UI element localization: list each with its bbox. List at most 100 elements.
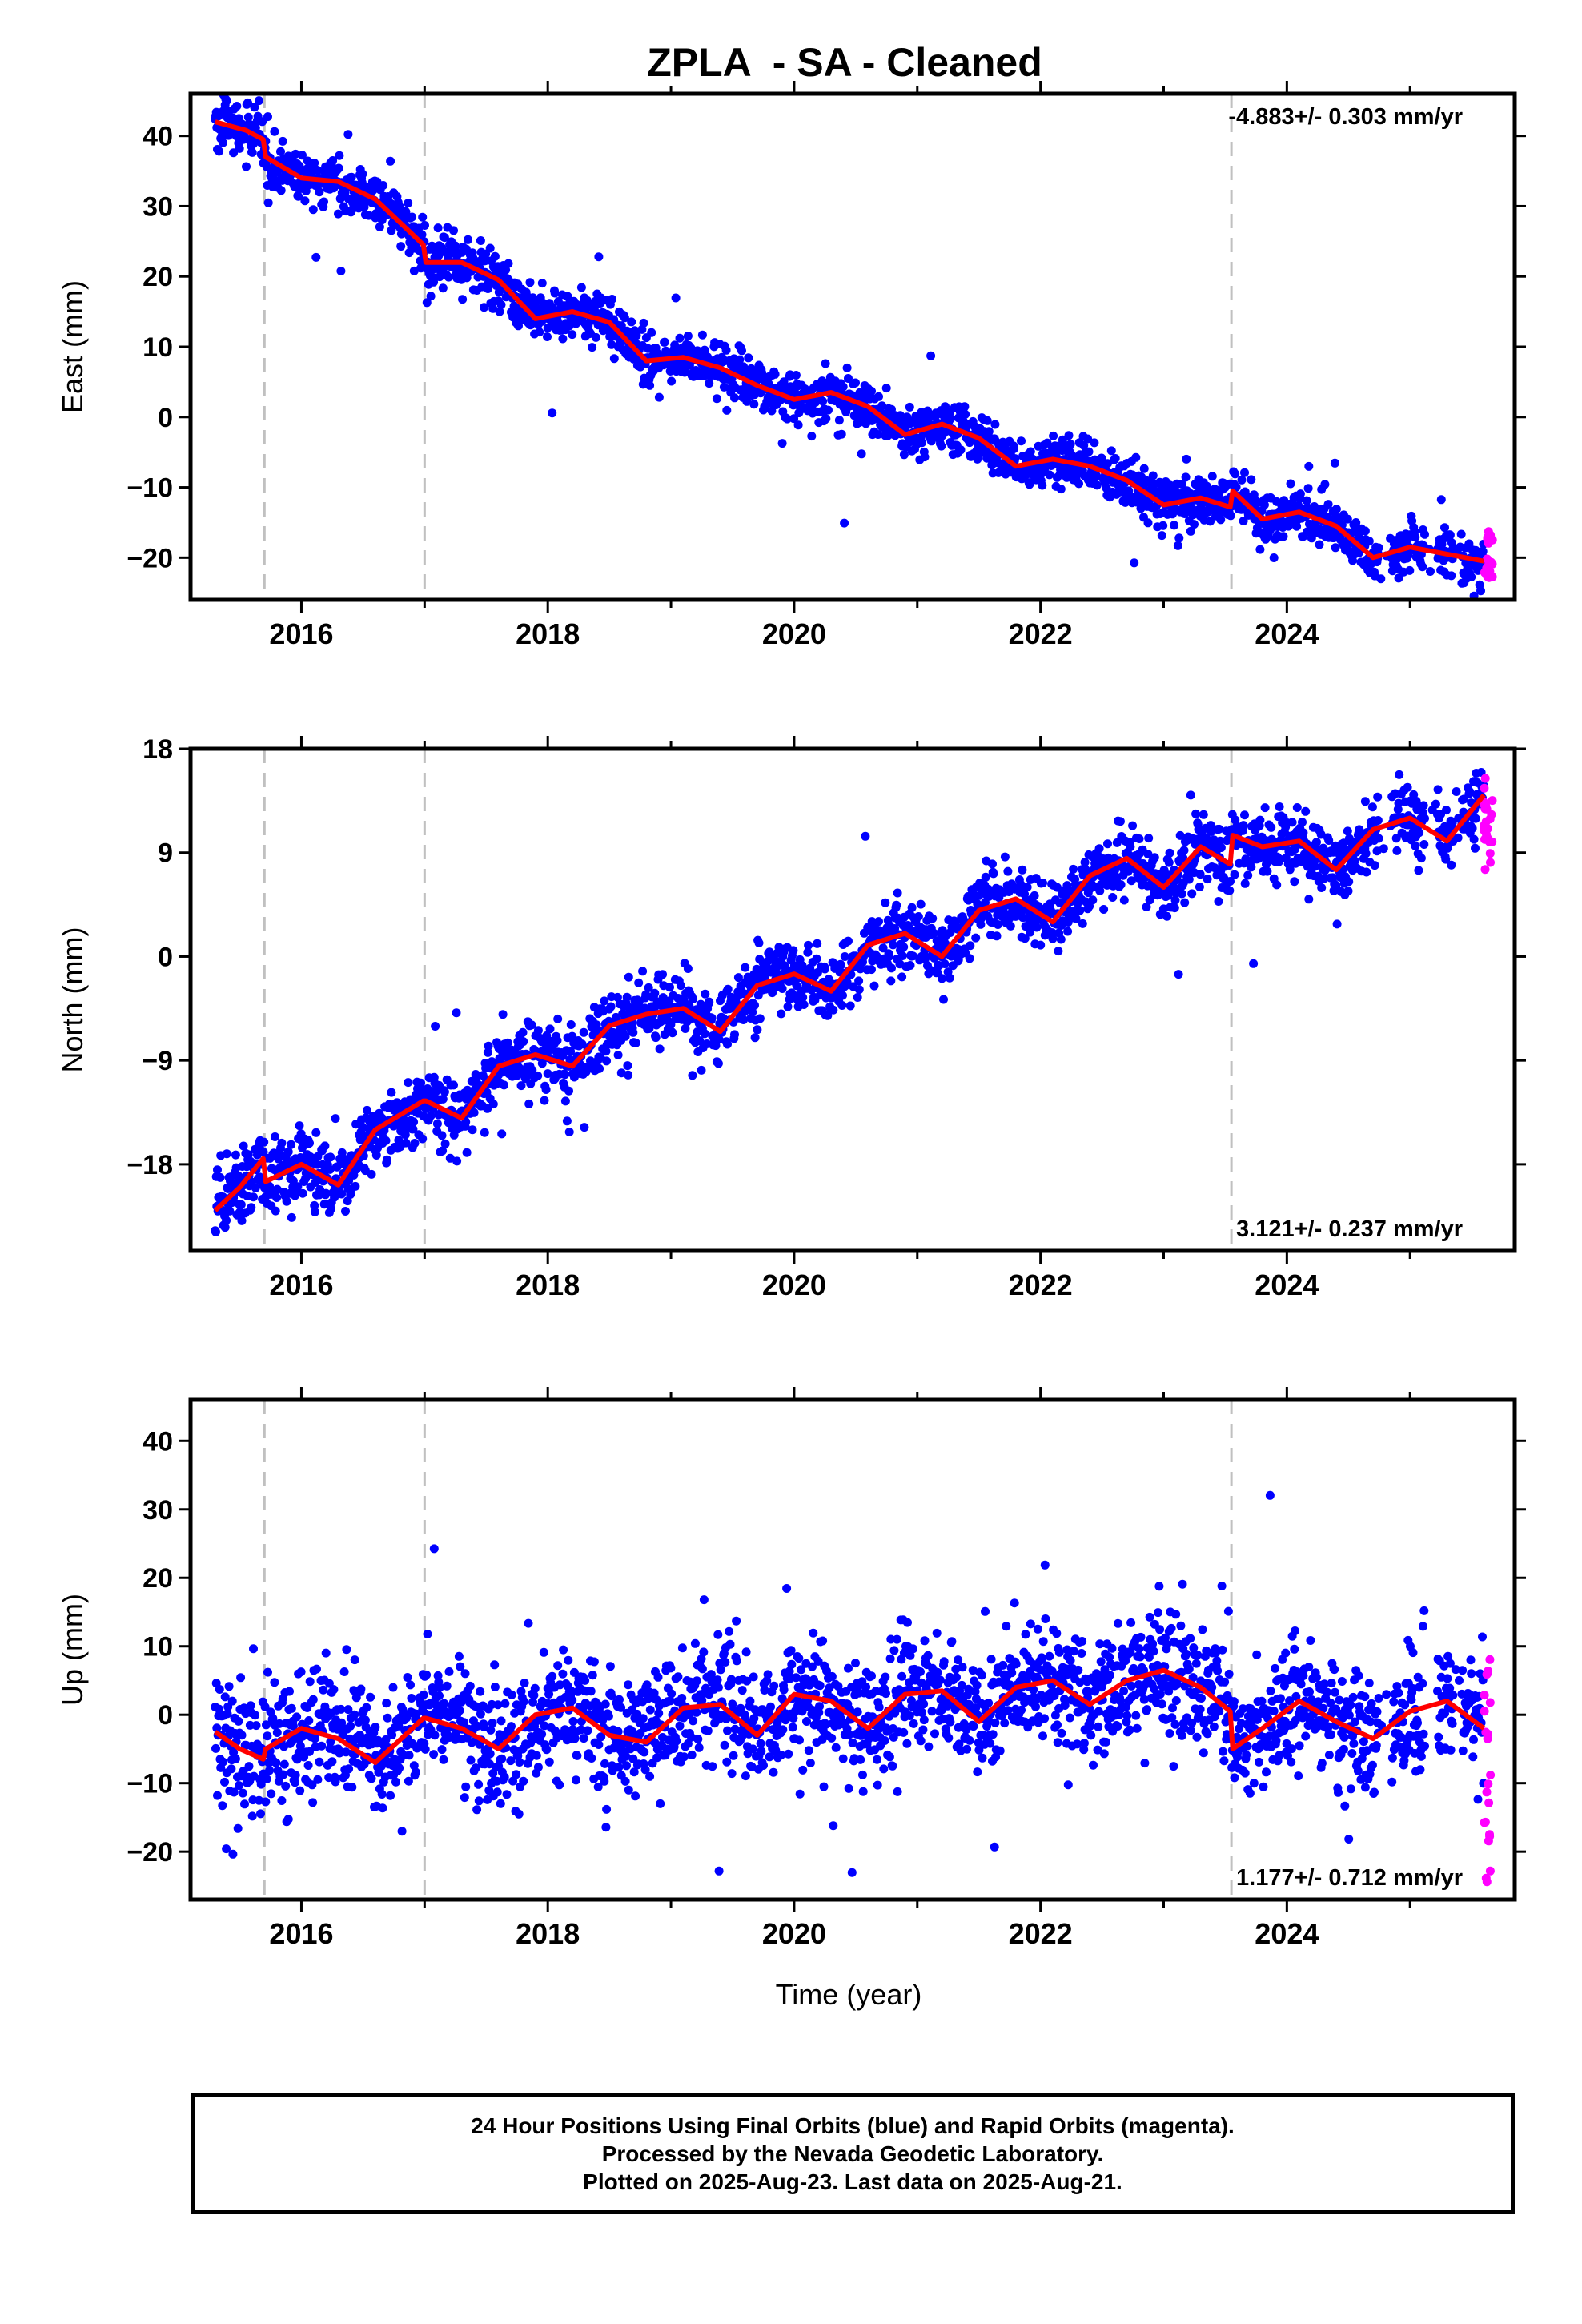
final-orbit-point — [907, 903, 917, 912]
final-orbit-point — [272, 1184, 282, 1194]
final-orbit-point — [480, 303, 489, 312]
final-orbit-point — [308, 1695, 318, 1704]
final-orbit-point — [1180, 898, 1190, 907]
final-orbit-point — [330, 1192, 339, 1202]
final-orbit-point — [418, 1134, 428, 1144]
final-orbit-point — [292, 1712, 302, 1722]
final-orbit-point — [490, 251, 500, 261]
final-orbit-point — [1075, 906, 1085, 915]
final-orbit-point — [243, 112, 253, 122]
final-orbit-point — [971, 933, 981, 943]
y-tick-label: 10 — [143, 332, 173, 363]
final-orbit-point — [1343, 887, 1353, 896]
final-orbit-point — [793, 420, 803, 430]
final-orbit-point — [437, 1131, 447, 1140]
final-orbit-point — [243, 1150, 253, 1160]
final-orbit-point — [770, 369, 780, 379]
rapid-orbit-point — [1485, 849, 1495, 858]
final-orbit-point — [721, 345, 731, 355]
final-orbit-point — [1157, 531, 1166, 541]
final-orbit-point — [818, 396, 828, 406]
final-orbit-point — [504, 259, 513, 268]
final-orbit-point — [651, 1033, 661, 1043]
final-orbit-point — [234, 1171, 243, 1180]
final-orbit-point — [516, 1081, 526, 1091]
final-orbit-point — [301, 187, 311, 195]
final-orbit-point — [528, 1065, 537, 1075]
final-orbit-point — [313, 1775, 323, 1784]
final-orbit-point — [300, 196, 310, 206]
final-orbit-point — [579, 1027, 588, 1037]
final-orbit-point — [285, 1687, 294, 1696]
final-orbit-point — [1364, 537, 1374, 546]
final-orbit-point — [458, 295, 468, 304]
final-orbit-point — [261, 1797, 271, 1807]
final-orbit-point — [296, 1667, 306, 1677]
final-orbit-point — [722, 405, 732, 415]
rapid-orbit-point — [1486, 858, 1495, 867]
final-orbit-point — [1187, 889, 1197, 899]
final-orbit-point — [552, 1035, 562, 1045]
final-orbit-point — [326, 1737, 335, 1747]
final-orbit-point — [779, 377, 789, 387]
final-orbit-point — [905, 402, 914, 412]
final-orbit-point — [283, 1147, 293, 1156]
final-orbit-point — [283, 1815, 293, 1824]
final-orbit-point — [1143, 850, 1153, 859]
final-orbit-point — [840, 518, 849, 528]
final-orbit-point — [222, 1844, 231, 1854]
final-orbit-point — [829, 1005, 838, 1015]
x-tick-label: 2016 — [269, 617, 333, 650]
final-orbit-point — [401, 207, 411, 217]
final-orbit-point — [623, 1061, 632, 1071]
final-orbit-point — [1202, 481, 1211, 491]
final-orbit-point — [813, 939, 822, 948]
final-orbit-point — [897, 972, 907, 982]
final-orbit-point — [327, 1757, 337, 1767]
final-orbit-point — [239, 1141, 248, 1151]
final-orbit-point — [1247, 862, 1256, 872]
final-orbit-point — [272, 1728, 282, 1737]
final-orbit-point — [744, 353, 753, 363]
final-orbit-point — [1186, 790, 1195, 800]
final-orbit-point — [397, 1827, 407, 1836]
final-orbit-point — [1084, 447, 1094, 456]
final-orbit-point — [600, 996, 609, 1006]
final-orbit-point — [1249, 959, 1259, 968]
final-orbit-point — [449, 226, 458, 235]
final-orbit-point — [754, 939, 764, 947]
x-tick-label: 2016 — [269, 1269, 333, 1301]
final-orbit-point — [242, 162, 251, 171]
final-orbit-point — [403, 1673, 412, 1682]
final-orbit-point — [1299, 828, 1308, 838]
final-orbit-point — [240, 1799, 249, 1809]
final-orbit-point — [1025, 480, 1034, 489]
final-orbit-point — [1174, 533, 1184, 543]
final-orbit-point — [938, 974, 946, 983]
final-orbit-point — [620, 1031, 630, 1041]
final-orbit-point — [331, 1777, 340, 1787]
final-orbit-point — [1145, 895, 1154, 905]
final-orbit-point — [838, 382, 848, 392]
final-orbit-point — [1292, 803, 1302, 812]
final-orbit-point — [343, 130, 353, 139]
final-orbit-point — [231, 1754, 240, 1763]
final-orbit-point — [537, 1059, 547, 1068]
final-orbit-point — [1170, 903, 1179, 913]
final-orbit-point — [341, 1207, 350, 1216]
final-orbit-point — [675, 333, 685, 343]
final-orbit-point — [993, 920, 1002, 929]
final-orbit-point — [464, 235, 472, 244]
final-orbit-point — [1260, 803, 1270, 813]
final-orbit-point — [462, 1148, 472, 1157]
final-orbit-point — [387, 1731, 397, 1739]
final-orbit-point — [386, 156, 396, 166]
final-orbit-point — [418, 212, 428, 222]
final-orbit-point — [798, 993, 808, 1002]
final-orbit-point — [837, 429, 846, 439]
final-orbit-point — [746, 364, 756, 373]
final-orbit-point — [519, 1037, 528, 1047]
final-orbit-point — [946, 414, 955, 424]
final-orbit-point — [1468, 823, 1477, 833]
final-orbit-point — [476, 236, 485, 245]
